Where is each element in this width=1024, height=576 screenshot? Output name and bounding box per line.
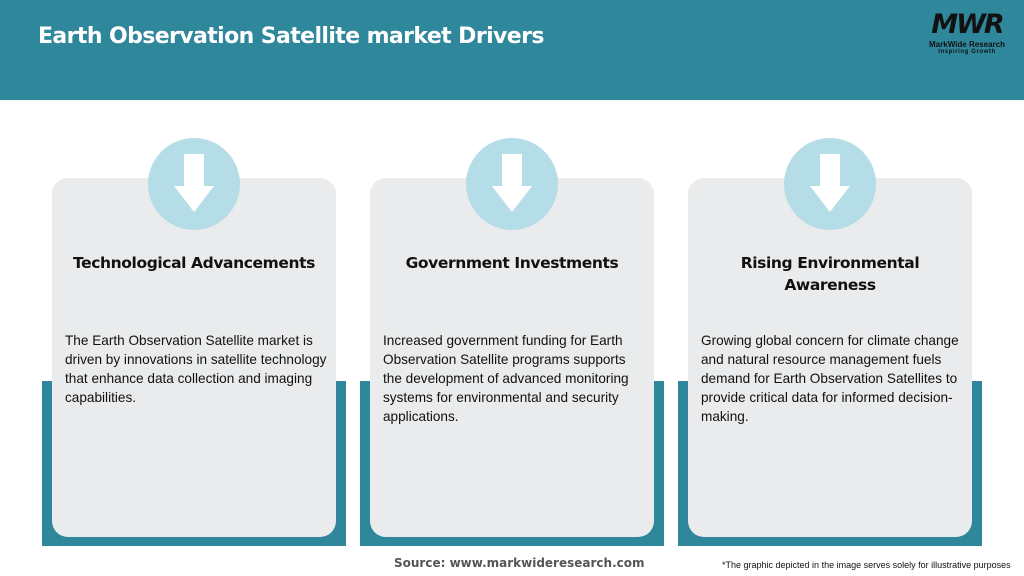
driver-card — [370, 178, 654, 537]
icon-circle — [784, 138, 876, 230]
card-title: Technological Advancements — [73, 254, 315, 272]
icon-circle — [466, 138, 558, 230]
logo: MWR MarkWide Research Inspiring Growth — [922, 10, 1012, 56]
card-body: Increased government funding for Earth O… — [383, 333, 629, 424]
header-banner: Earth Observation Satellite market Drive… — [0, 0, 1024, 100]
driver-card — [52, 178, 336, 537]
arrow-down-icon — [174, 154, 214, 212]
icon-circle — [148, 138, 240, 230]
arrow-down-icon — [492, 154, 532, 212]
logo-mark: MWR — [931, 9, 1004, 40]
card-title: Rising Environmental Awareness — [740, 254, 920, 294]
arrow-down-icon — [810, 154, 850, 212]
page-title: Earth Observation Satellite market Drive… — [38, 24, 544, 49]
card-body: Growing global concern for climate chang… — [701, 333, 959, 424]
card-title: Government Investments — [405, 254, 619, 272]
source-text: Source: www.markwideresearch.com — [394, 556, 645, 570]
card-body: The Earth Observation Satellite market i… — [65, 333, 327, 405]
driver-card — [688, 178, 972, 537]
logo-name: MarkWide Research — [929, 40, 1005, 49]
disclaimer-note: *The graphic depicted in the image serve… — [722, 560, 1011, 570]
logo-tagline: Inspiring Growth — [938, 49, 996, 55]
